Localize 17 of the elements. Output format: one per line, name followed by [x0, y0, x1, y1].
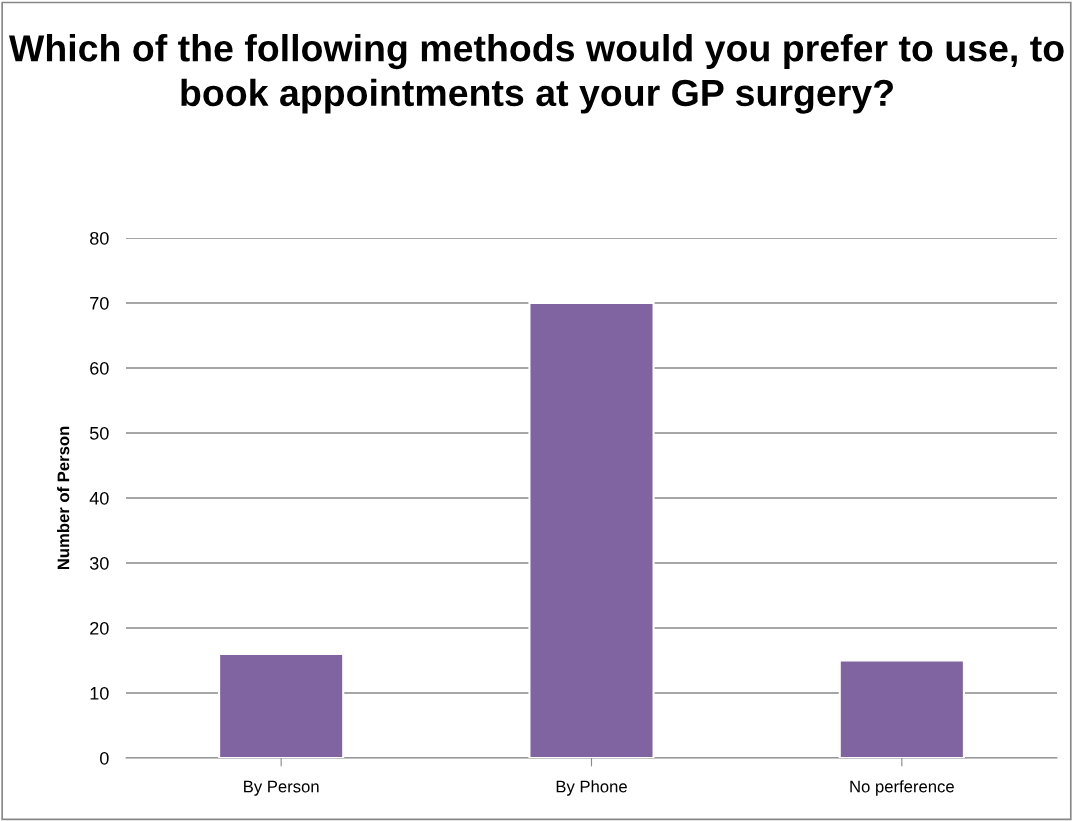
x-tick-label: By Phone: [556, 780, 627, 796]
y-tick-label: 40: [89, 491, 109, 505]
y-tick-label: 20: [90, 621, 109, 635]
chart-title: Which of the following methods would you prefer to use, to book appointments at your GP surgery?: [8, 34, 1064, 114]
y-tick-label: 70: [90, 296, 109, 310]
bar: [838, 659, 965, 758]
y-tick-label: 0: [100, 751, 109, 765]
y-tick-label: 80: [90, 231, 109, 245]
y-tick-label: 10: [90, 686, 109, 700]
bar: [218, 652, 345, 758]
y-tick-label: 50: [89, 426, 109, 440]
x-tick-label: By Person: [244, 780, 319, 796]
x-tick-label: No perference: [850, 780, 954, 796]
bar: [528, 301, 655, 758]
y-tick-label: 30: [89, 556, 109, 570]
y-tick-label: 60: [90, 361, 109, 375]
y-axis-title: Number of Person: [57, 426, 70, 570]
